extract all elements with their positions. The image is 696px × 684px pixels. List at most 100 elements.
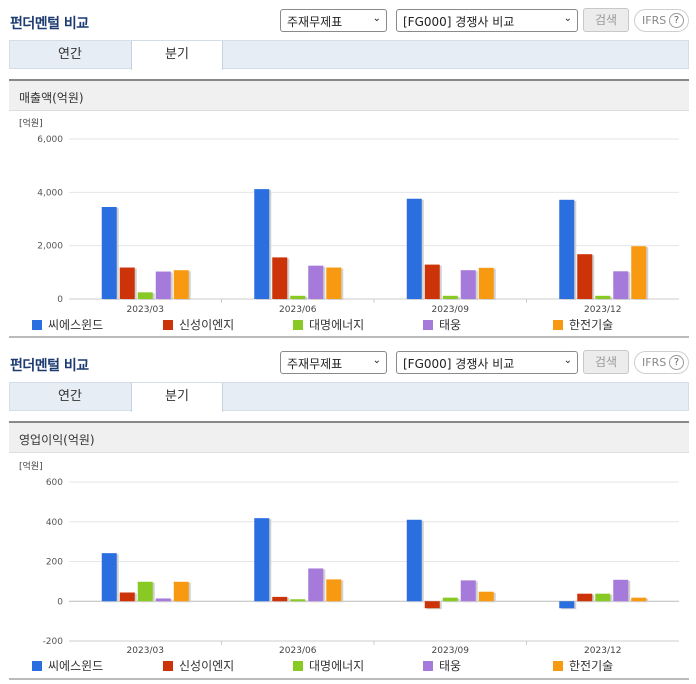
bar [631,597,647,602]
chevron-down-icon: ⌄ [372,355,381,366]
bar [290,599,306,602]
legend-item[interactable]: 대명에너지 [293,316,364,333]
legend-item[interactable]: 태웅 [423,316,461,333]
legend-item[interactable]: 한전기술 [553,316,613,333]
y-tick-label: 2,000 [37,242,63,252]
y-tick-label: 200 [46,558,63,568]
bar [460,270,476,299]
statement-type-select[interactable]: 주재무제표 ⌄ [280,9,387,32]
legend-swatch [423,320,433,330]
bar [559,601,575,609]
chevron-down-icon: ⌄ [563,355,572,366]
ifrs-label: IFRS [642,356,667,369]
bar [119,592,135,602]
legend-item[interactable]: 대명에너지 [293,657,364,674]
bar [613,271,629,299]
bar [559,199,575,299]
period-tabs: 연간 분기 [9,382,689,412]
ifrs-help-button[interactable]: IFRS ? [634,351,689,374]
x-tick-label: 2023/12 [584,646,621,656]
y-tick-label: 0 [57,295,63,305]
bar [272,596,288,602]
bar [577,593,593,602]
x-tick-label: 2023/03 [127,646,164,656]
y-tick-label: -200 [43,637,64,647]
bar [442,597,458,602]
bar [308,568,324,602]
bar [478,591,494,602]
help-icon: ? [669,355,684,370]
section-title: 펀더멘털 비교 [10,16,89,32]
legend-swatch [553,661,563,671]
fundamental-section-revenue: 펀더멘털 비교 주재무제표 ⌄ [FG000] 경쟁사 비교 ⌄ 검색 IFRS… [9,8,689,338]
bar [442,295,458,299]
peer-group-select[interactable]: [FG000] 경쟁사 비교 ⌄ [396,9,578,32]
ifrs-label: IFRS [642,14,667,27]
tab-quarterly[interactable]: 분기 [131,383,223,412]
peer-group-value: [FG000] 경쟁사 비교 [403,357,515,371]
legend-label: 신성이엔지 [179,318,235,332]
bar [254,189,270,299]
statement-type-select[interactable]: 주재무제표 ⌄ [280,351,387,374]
tab-annual[interactable]: 연간 [58,389,82,404]
legend-label: 한전기술 [569,318,614,332]
legend-swatch [293,320,303,330]
bar [424,264,440,299]
ifrs-help-button[interactable]: IFRS ? [634,9,689,32]
legend-item[interactable]: 씨에스윈드 [32,657,103,674]
search-button[interactable]: 검색 [583,350,629,374]
legend-label: 한전기술 [569,659,614,673]
bar [272,257,288,299]
y-unit-label: [억원] [19,460,43,472]
bar [290,295,306,299]
bar [406,198,422,299]
legend-item[interactable]: 한전기술 [553,657,613,674]
legend-item[interactable]: 씨에스윈드 [32,316,103,333]
x-tick-label: 2023/09 [432,646,470,656]
legend-item[interactable]: 태웅 [423,657,461,674]
legend-item[interactable]: 신성이엔지 [163,316,234,333]
bar [595,593,611,602]
tab-annual[interactable]: 연간 [58,47,82,62]
peer-group-value: [FG000] 경쟁사 비교 [403,15,515,29]
bar [173,270,189,299]
section-title: 펀더멘털 비교 [10,358,89,374]
bar [137,581,153,602]
x-tick-label: 2023/06 [279,646,317,656]
bar [308,265,324,299]
tab-quarterly[interactable]: 분기 [131,41,223,70]
y-tick-label: 6,000 [37,135,63,145]
chevron-down-icon: ⌄ [372,13,381,24]
legend-label: 씨에스윈드 [48,659,104,673]
statement-type-value: 주재무제표 [287,357,343,371]
bar [631,246,647,299]
peer-group-select[interactable]: [FG000] 경쟁사 비교 ⌄ [396,351,578,374]
bar [155,271,171,299]
legend-item[interactable]: 신성이엔지 [163,657,234,674]
bar [155,598,171,602]
legend-label: 태웅 [439,659,462,673]
legend-swatch [163,320,173,330]
chart-panel-revenue: 매출액(억원) [억원] 0 2,000 4,000 6,000 2023/03 2023/… [9,79,689,338]
search-button[interactable]: 검색 [583,8,629,32]
bar [460,580,476,602]
y-tick-label: 400 [46,518,63,528]
bar [101,207,117,299]
y-unit-label: [억원] [19,117,43,129]
bar [101,553,117,602]
chart-panel-operating-profit: 영업이익(억원) [억원] -200 0 200 400 600 2023/03 2023/0… [9,421,689,680]
legend-swatch [32,661,42,671]
legend-swatch [423,661,433,671]
legend-swatch [553,320,563,330]
bar [326,579,342,602]
bar [254,518,270,602]
toolbar: 펀더멘털 비교 주재무제표 ⌄ [FG000] 경쟁사 비교 ⌄ 검색 IFRS… [0,342,696,380]
legend-label: 신성이엔지 [179,659,235,673]
bar [577,254,593,299]
revenue-chart: [억원] 0 2,000 4,000 6,000 2023/03 2023/06 2023/0… [19,117,679,315]
bar [137,292,153,299]
legend-swatch [163,661,173,671]
fundamental-section-operating-profit: 펀더멘털 비교 주재무제표 ⌄ [FG000] 경쟁사 비교 ⌄ 검색 IFRS… [0,342,696,684]
legend-swatch [32,320,42,330]
help-icon: ? [669,13,684,28]
